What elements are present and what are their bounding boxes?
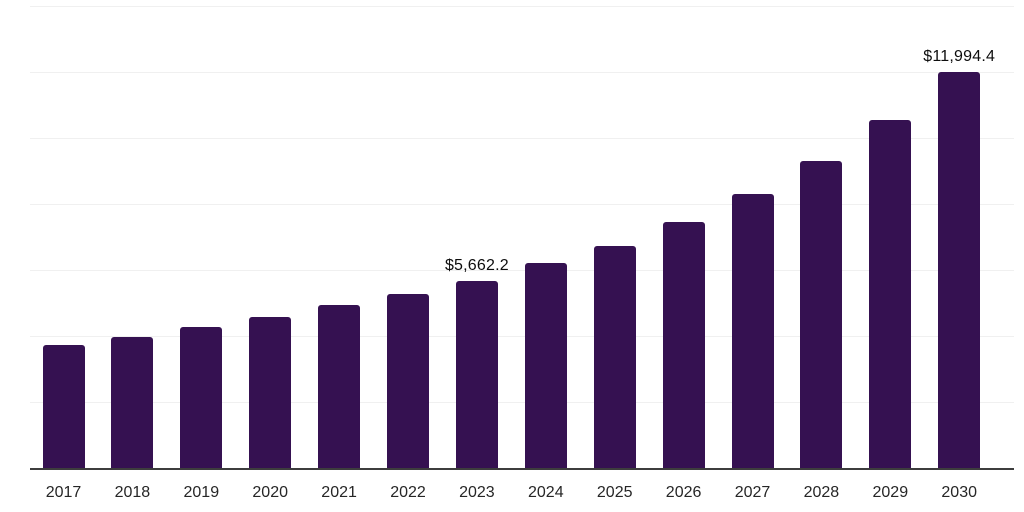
x-tick-label: 2023 bbox=[459, 484, 495, 501]
bar bbox=[593, 245, 636, 468]
bar bbox=[455, 281, 498, 468]
x-tick-label: 2018 bbox=[114, 484, 151, 501]
bar-value-label: $5,662.2 bbox=[444, 257, 509, 275]
x-tick-label: 2025 bbox=[596, 484, 633, 501]
plot-area: $5,662.2 $11,994.4 bbox=[30, 6, 1014, 470]
bar bbox=[111, 337, 154, 468]
bar bbox=[869, 119, 912, 468]
gridline bbox=[30, 336, 1014, 337]
gridline bbox=[30, 204, 1014, 205]
gridline bbox=[30, 72, 1014, 73]
bar bbox=[180, 327, 223, 468]
bar bbox=[800, 161, 843, 468]
bar bbox=[249, 316, 292, 468]
bar bbox=[387, 294, 429, 468]
x-tick-label: 2024 bbox=[528, 484, 564, 501]
x-tick-label: 2022 bbox=[390, 484, 426, 501]
x-tick-label: 2017 bbox=[45, 484, 82, 501]
gridline bbox=[30, 6, 1014, 7]
gridline bbox=[30, 402, 1014, 403]
bar bbox=[318, 304, 361, 468]
x-tick-label: 2027 bbox=[734, 484, 771, 501]
gridline bbox=[30, 270, 1014, 271]
gridline bbox=[30, 138, 1014, 139]
x-tick-label: 2021 bbox=[321, 484, 357, 501]
x-axis-labels: 2017 2018 2019 2020 2021 2022 2023 2024 2025 2026… bbox=[30, 470, 1014, 512]
bar-value-label: $11,994.4 bbox=[923, 48, 996, 66]
bar bbox=[938, 72, 981, 468]
x-axis-line bbox=[30, 468, 1014, 470]
bar bbox=[42, 344, 85, 468]
bar bbox=[731, 194, 774, 468]
x-tick-label: 2019 bbox=[183, 484, 220, 501]
x-tick-label: 2020 bbox=[252, 484, 288, 501]
bar bbox=[524, 263, 567, 468]
x-tick-label: 2028 bbox=[803, 484, 840, 501]
bar bbox=[662, 222, 705, 468]
x-tick-label: 2030 bbox=[941, 484, 977, 501]
x-tick-label: 2026 bbox=[665, 484, 702, 501]
x-tick-label: 2029 bbox=[872, 484, 909, 501]
